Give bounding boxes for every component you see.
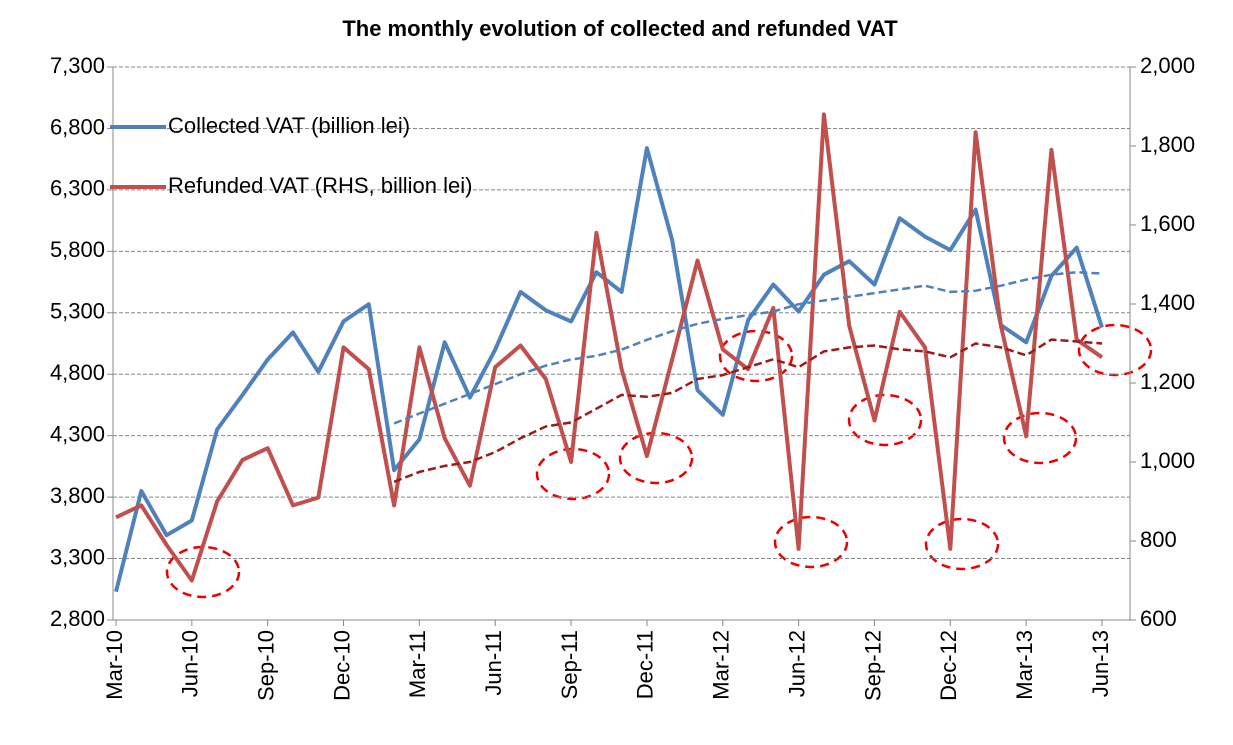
highlight-ellipse: [535, 447, 611, 501]
grid: [113, 66, 1130, 560]
highlight-ellipse: [1002, 411, 1078, 465]
y-tick-label: 6,300: [50, 176, 105, 201]
x-tick-label: Jun-11: [481, 630, 506, 696]
x-tick-label: Sep-11: [557, 630, 582, 699]
x-tick-label: Mar-13: [1012, 630, 1037, 700]
highlight-ellipse: [924, 517, 1000, 571]
y-tick-label: 3,300: [50, 544, 105, 569]
highlight-ellipse: [773, 515, 849, 569]
x-tick-label: Jun-13: [1088, 630, 1113, 697]
highlight-ellipse: [618, 431, 694, 485]
y2-tick-label: 800: [1140, 527, 1177, 552]
x-tick-label: Dec-12: [936, 630, 961, 701]
y2-tick-label: 1,600: [1140, 211, 1195, 236]
y2-tick-label: 2,000: [1140, 53, 1195, 78]
y-tick-label: 5,300: [50, 299, 105, 324]
x-tick-label: Jun-10: [178, 630, 203, 697]
highlights: [165, 323, 1153, 599]
y-tick-label: 2,800: [50, 606, 105, 631]
highlight-ellipse: [1077, 323, 1153, 377]
y-tick-label: 6,800: [50, 114, 105, 139]
highlight-ellipse: [847, 393, 923, 447]
trend-line: [393, 338, 1103, 483]
x-tick-label: Mar-11: [405, 630, 430, 698]
y2-tick-label: 600: [1140, 606, 1177, 631]
legend-label: Refunded VAT (RHS, billion lei): [168, 173, 472, 198]
highlight-ellipse: [165, 545, 241, 599]
highlight-ellipse: [718, 329, 794, 383]
x-tick-label: Sep-12: [860, 630, 885, 701]
series-line: [115, 112, 1104, 583]
series-line: [114, 146, 1104, 593]
legend-label: Collected VAT (billion lei): [168, 113, 410, 138]
y-tick-label: 4,300: [50, 421, 105, 446]
y-tick-label: 5,800: [50, 237, 105, 262]
x-tick-label: Sep-10: [254, 630, 279, 701]
y-tick-label: 4,800: [50, 360, 105, 385]
x-tick-label: Jun-12: [784, 630, 809, 697]
x-tick-label: Dec-10: [329, 630, 354, 701]
y2-tick-label: 1,000: [1140, 448, 1195, 473]
y-tick-label: 7,300: [50, 53, 105, 78]
y2-tick-label: 1,800: [1140, 132, 1195, 157]
y2-tick-label: 1,400: [1140, 290, 1195, 315]
trend-line: [393, 270, 1103, 425]
y2-tick-label: 1,200: [1140, 369, 1195, 394]
x-tick-label: Mar-12: [709, 630, 734, 700]
x-tick-label: Dec-11: [633, 630, 658, 699]
x-tick-label: Mar-10: [102, 630, 127, 700]
y-tick-label: 3,800: [50, 483, 105, 508]
chart-title: The monthly evolution of collected and r…: [342, 16, 898, 41]
